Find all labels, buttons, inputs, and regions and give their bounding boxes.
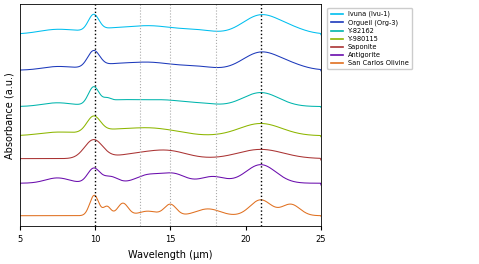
Legend: Ivuna (Ivu-1), Orgueil (Org-3), Y-82162, Y-980115, Saponite, Antigorite, San Car: Ivuna (Ivu-1), Orgueil (Org-3), Y-82162,… <box>327 7 412 69</box>
X-axis label: Wavelength (μm): Wavelength (μm) <box>128 250 213 260</box>
Y-axis label: Absorbance (a.u.): Absorbance (a.u.) <box>4 72 14 159</box>
